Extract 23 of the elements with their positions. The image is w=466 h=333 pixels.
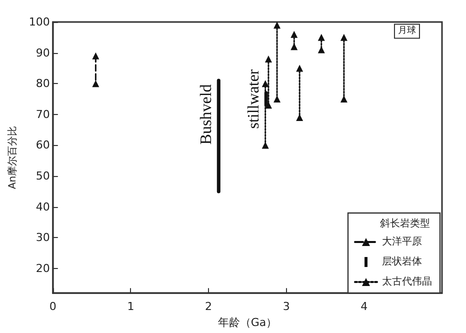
x-tick-label: 3 [282,300,290,314]
x-axis-title: 年龄（Ga） [218,316,278,329]
y-tick-label: 60 [36,138,50,152]
annotation: 月球 [398,25,416,36]
x-tick-label: 0 [49,300,56,314]
y-tick-label: 30 [36,231,50,244]
y-tick-label: 20 [36,262,50,275]
y-tick-label: 70 [36,108,50,121]
y-tick-label: 40 [36,200,50,214]
x-tick-label: 4 [360,300,368,314]
x-tick-label: 1 [127,300,134,314]
legend-label: 大洋平原 [382,236,422,248]
annotation: stillwater [246,68,263,129]
y-axis-title: An摩尔百分比 [6,126,18,190]
x-tick-label: 2 [205,300,212,314]
y-tick-label: 50 [36,170,50,183]
annotation: Bushveld [198,84,216,145]
y-tick-label: 80 [36,77,50,90]
legend-label: 层状岩体 [382,256,422,268]
y-tick-label: 100 [28,16,50,28]
y-tick-label: 90 [36,46,50,60]
legend-label: 太古代伟晶 [382,276,432,288]
legend-title: 斜长岩类型 [380,218,430,230]
